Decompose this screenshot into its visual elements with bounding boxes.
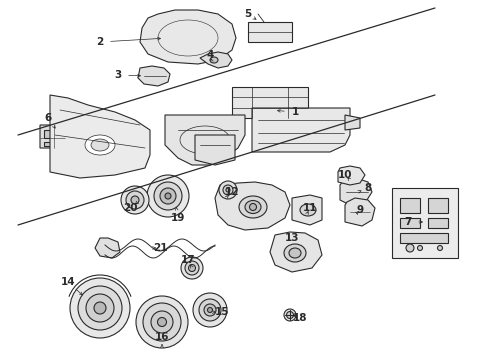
Text: 9: 9 bbox=[356, 205, 364, 215]
Ellipse shape bbox=[126, 191, 144, 209]
Text: 19: 19 bbox=[171, 213, 185, 223]
Ellipse shape bbox=[210, 57, 218, 63]
Ellipse shape bbox=[85, 135, 115, 155]
Ellipse shape bbox=[199, 299, 221, 321]
Polygon shape bbox=[140, 10, 236, 64]
Text: 8: 8 bbox=[365, 183, 371, 193]
Polygon shape bbox=[292, 195, 322, 225]
Ellipse shape bbox=[86, 294, 114, 322]
Bar bbox=[400, 218, 420, 228]
Ellipse shape bbox=[78, 286, 122, 330]
Ellipse shape bbox=[239, 196, 267, 218]
Ellipse shape bbox=[223, 185, 233, 195]
Text: 1: 1 bbox=[292, 107, 298, 117]
Polygon shape bbox=[138, 66, 170, 86]
Text: 16: 16 bbox=[155, 332, 169, 342]
Ellipse shape bbox=[226, 188, 230, 192]
Ellipse shape bbox=[121, 186, 149, 214]
Polygon shape bbox=[392, 188, 458, 258]
Ellipse shape bbox=[417, 246, 422, 251]
Polygon shape bbox=[165, 115, 245, 165]
Text: 21: 21 bbox=[153, 243, 167, 253]
Polygon shape bbox=[40, 125, 65, 148]
Ellipse shape bbox=[165, 193, 171, 199]
Bar bbox=[428, 218, 448, 228]
Text: 5: 5 bbox=[245, 9, 252, 19]
Ellipse shape bbox=[245, 201, 261, 213]
Ellipse shape bbox=[289, 248, 301, 258]
Text: 7: 7 bbox=[404, 217, 412, 227]
Bar bbox=[400, 233, 448, 243]
Ellipse shape bbox=[143, 303, 181, 341]
Ellipse shape bbox=[300, 204, 316, 216]
Ellipse shape bbox=[287, 311, 294, 319]
Ellipse shape bbox=[406, 244, 414, 252]
Text: 6: 6 bbox=[45, 113, 51, 123]
Ellipse shape bbox=[284, 309, 296, 321]
Ellipse shape bbox=[94, 302, 106, 314]
Ellipse shape bbox=[70, 278, 130, 338]
Ellipse shape bbox=[189, 265, 196, 271]
Text: 11: 11 bbox=[303, 203, 317, 213]
Ellipse shape bbox=[249, 203, 256, 211]
Polygon shape bbox=[195, 135, 235, 165]
Polygon shape bbox=[95, 238, 120, 258]
Polygon shape bbox=[200, 52, 232, 68]
Ellipse shape bbox=[136, 296, 188, 348]
Ellipse shape bbox=[193, 293, 227, 327]
Text: 12: 12 bbox=[225, 187, 239, 197]
Polygon shape bbox=[338, 166, 365, 185]
Ellipse shape bbox=[284, 244, 306, 262]
Ellipse shape bbox=[219, 181, 237, 199]
Polygon shape bbox=[50, 95, 150, 178]
Text: 2: 2 bbox=[97, 37, 103, 47]
Ellipse shape bbox=[207, 307, 213, 312]
Bar bbox=[428, 198, 448, 213]
Ellipse shape bbox=[185, 261, 199, 275]
Polygon shape bbox=[345, 198, 375, 226]
Text: 17: 17 bbox=[181, 255, 196, 265]
Ellipse shape bbox=[204, 304, 216, 316]
Polygon shape bbox=[252, 108, 350, 152]
Text: 10: 10 bbox=[338, 170, 352, 180]
Ellipse shape bbox=[91, 139, 109, 151]
Text: 14: 14 bbox=[61, 277, 75, 287]
Polygon shape bbox=[232, 87, 308, 118]
Polygon shape bbox=[215, 182, 290, 230]
Text: 13: 13 bbox=[285, 233, 299, 243]
Ellipse shape bbox=[181, 257, 203, 279]
Ellipse shape bbox=[154, 182, 182, 210]
Text: 4: 4 bbox=[206, 50, 214, 60]
Text: 20: 20 bbox=[123, 203, 137, 213]
Ellipse shape bbox=[131, 196, 139, 204]
Bar bbox=[400, 198, 420, 213]
Polygon shape bbox=[340, 178, 372, 206]
Bar bbox=[44, 142, 54, 146]
Polygon shape bbox=[345, 115, 360, 130]
Polygon shape bbox=[270, 232, 322, 272]
Text: 15: 15 bbox=[215, 307, 229, 317]
Polygon shape bbox=[248, 22, 292, 42]
Text: 18: 18 bbox=[293, 313, 307, 323]
Bar bbox=[44, 130, 54, 138]
Ellipse shape bbox=[438, 246, 442, 251]
Ellipse shape bbox=[147, 175, 189, 217]
Text: 3: 3 bbox=[114, 70, 122, 80]
Ellipse shape bbox=[157, 318, 167, 327]
Ellipse shape bbox=[151, 311, 173, 333]
Ellipse shape bbox=[160, 188, 176, 204]
